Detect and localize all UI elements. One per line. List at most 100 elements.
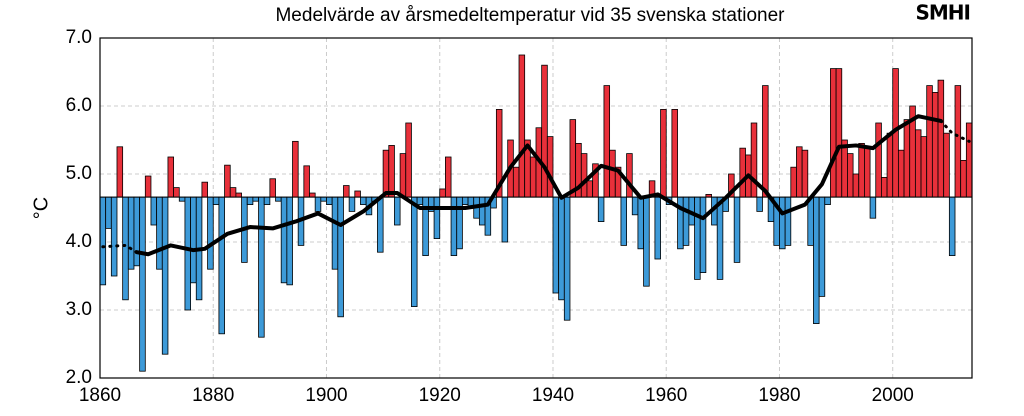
bar	[422, 196, 429, 256]
plot-frame	[99, 37, 973, 379]
bar	[580, 153, 588, 198]
bar	[813, 196, 820, 324]
bar	[926, 85, 933, 198]
bar	[275, 196, 282, 202]
x-tick-label: 1940	[532, 385, 574, 406]
bar	[518, 54, 526, 198]
bar	[161, 196, 169, 355]
bar	[382, 149, 390, 198]
bar	[671, 109, 678, 198]
x-tick-label: 1860	[79, 385, 121, 406]
bar	[847, 153, 854, 198]
bar	[156, 196, 163, 270]
bar	[699, 196, 707, 273]
bar	[133, 196, 141, 267]
bar	[886, 132, 894, 198]
y-tick-label: 6.0	[66, 95, 92, 116]
bar	[801, 149, 809, 198]
bar	[637, 196, 644, 250]
bar	[864, 146, 871, 198]
bar	[269, 178, 276, 198]
bar	[286, 196, 293, 286]
bar	[258, 196, 265, 338]
bar	[235, 192, 242, 198]
bar	[127, 196, 135, 270]
bar	[660, 109, 667, 198]
bar	[897, 149, 905, 198]
bar	[167, 156, 175, 198]
bar	[190, 196, 197, 284]
bar	[309, 192, 316, 198]
bar	[563, 196, 571, 321]
bar	[433, 196, 441, 239]
bar	[948, 196, 956, 256]
bar	[784, 196, 792, 246]
y-axis-label: °C	[30, 197, 52, 219]
x-tick-label: 1900	[305, 385, 347, 406]
bar	[529, 156, 537, 198]
bar	[229, 187, 237, 198]
bar	[178, 196, 186, 202]
bar	[954, 85, 962, 198]
bar	[173, 187, 180, 198]
bar	[343, 185, 350, 198]
y-tick-label: 2.0	[66, 367, 92, 388]
bar	[139, 196, 146, 372]
bar	[694, 196, 701, 280]
bar	[807, 196, 814, 246]
trend-line-dotted	[939, 119, 971, 143]
bar	[716, 196, 724, 280]
bar	[750, 122, 758, 198]
bar	[411, 196, 418, 307]
bar	[824, 196, 831, 205]
bar	[796, 146, 803, 198]
bar	[184, 196, 191, 311]
bar	[439, 188, 446, 198]
x-tick-label: 1980	[758, 385, 800, 406]
bar	[224, 164, 231, 198]
bar	[116, 146, 124, 198]
bar	[914, 129, 922, 198]
bar	[450, 196, 458, 256]
bar	[150, 196, 158, 226]
chart-title: Medelvärde av årsmedeltemperatur vid 35 …	[275, 5, 785, 26]
bar	[360, 196, 367, 205]
y-tick-label: 4.0	[66, 231, 92, 252]
bar	[456, 196, 463, 250]
bar	[326, 196, 333, 205]
bar	[937, 79, 945, 198]
bar	[869, 196, 877, 219]
bar	[501, 196, 509, 243]
bar	[858, 142, 865, 198]
bar	[609, 149, 616, 198]
bar	[303, 165, 310, 198]
bar	[603, 85, 611, 198]
bar	[943, 132, 950, 198]
x-tick-label: 2000	[872, 385, 914, 406]
bar	[218, 196, 225, 335]
bar	[682, 196, 690, 246]
bar	[99, 196, 107, 286]
bar	[597, 196, 605, 222]
bar	[246, 196, 254, 205]
bar	[105, 196, 112, 229]
bar	[931, 92, 939, 198]
bar	[626, 153, 633, 198]
bar	[835, 68, 843, 198]
bar	[388, 145, 395, 198]
bar	[960, 159, 967, 198]
bar	[779, 196, 786, 250]
trend-line-dotted	[101, 243, 139, 254]
bar	[920, 136, 928, 198]
bar	[399, 153, 407, 198]
bar	[875, 122, 882, 198]
bar	[552, 196, 560, 294]
bar	[739, 147, 746, 198]
bar	[461, 196, 469, 205]
y-tick-label: 7.0	[66, 27, 92, 48]
bar	[110, 196, 118, 277]
x-tick-label: 1880	[192, 385, 234, 406]
bar	[394, 196, 401, 226]
bar	[314, 196, 322, 212]
bar	[122, 196, 129, 301]
